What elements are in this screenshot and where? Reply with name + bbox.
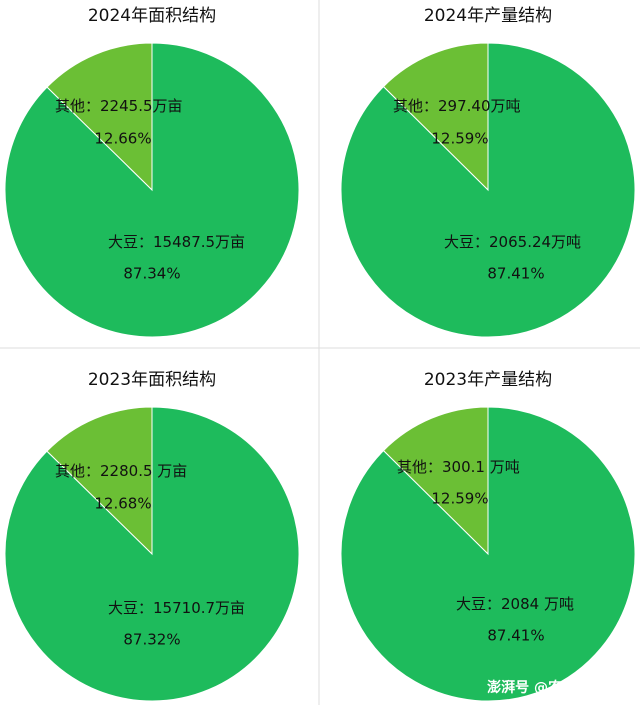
pie-slice [382, 406, 489, 556]
chart-title: 2024年面积结构 [88, 6, 216, 26]
value-label: 297.40万吨 [438, 97, 521, 115]
value-label: 15710.7万亩 [153, 599, 245, 617]
slice-label: 其他：300.1 万吨 [397, 458, 520, 476]
percent-label: 87.41% [487, 265, 544, 283]
slice-label: 大豆：15710.7万亩 [108, 599, 245, 617]
pie-slice [46, 406, 153, 556]
value-label: 2065.24万吨 [489, 233, 581, 251]
category-label: 其他： [393, 97, 438, 115]
slice-label: 大豆：2065.24万吨 [444, 233, 581, 251]
chart-title: 2023年面积结构 [88, 370, 216, 390]
chart-title: 2024年产量结构 [424, 6, 552, 26]
pie-slice [4, 406, 300, 702]
value-label: 2280.5 万亩 [100, 462, 187, 480]
percent-label: 12.59% [431, 490, 488, 508]
value-label: 15487.5万亩 [153, 233, 245, 251]
pie-slice [382, 42, 489, 192]
slice-label: 其他：297.40万吨 [393, 97, 521, 115]
percent-label: 12.66% [94, 130, 151, 148]
category-label: 大豆： [456, 595, 501, 613]
percent-label: 87.41% [487, 627, 544, 645]
value-label: 2245.5万亩 [100, 97, 183, 115]
category-label: 其他： [55, 462, 100, 480]
percent-label: 12.68% [94, 495, 151, 513]
category-label: 大豆： [108, 233, 153, 251]
percent-label: 87.32% [123, 631, 180, 649]
percent-label: 87.34% [123, 265, 180, 283]
slice-label: 大豆：15487.5万亩 [108, 233, 245, 251]
value-label: 2084 万吨 [501, 595, 574, 613]
percent-label: 12.59% [431, 130, 488, 148]
pie-slice [46, 42, 153, 192]
slice-label: 大豆：2084 万吨 [456, 595, 574, 613]
category-label: 其他： [397, 458, 442, 476]
category-label: 大豆： [444, 233, 489, 251]
pie-slice [340, 42, 636, 338]
category-label: 大豆： [108, 599, 153, 617]
slice-label: 其他：2245.5万亩 [55, 97, 183, 115]
category-label: 其他： [55, 97, 100, 115]
value-label: 300.1 万吨 [442, 458, 520, 476]
chart-title: 2023年产量结构 [424, 370, 552, 390]
watermark: 澎湃号 @农小蜂数智云 [487, 679, 632, 696]
pie-slice [4, 42, 300, 338]
slice-label: 其他：2280.5 万亩 [55, 462, 187, 480]
pie-slice [340, 406, 636, 702]
